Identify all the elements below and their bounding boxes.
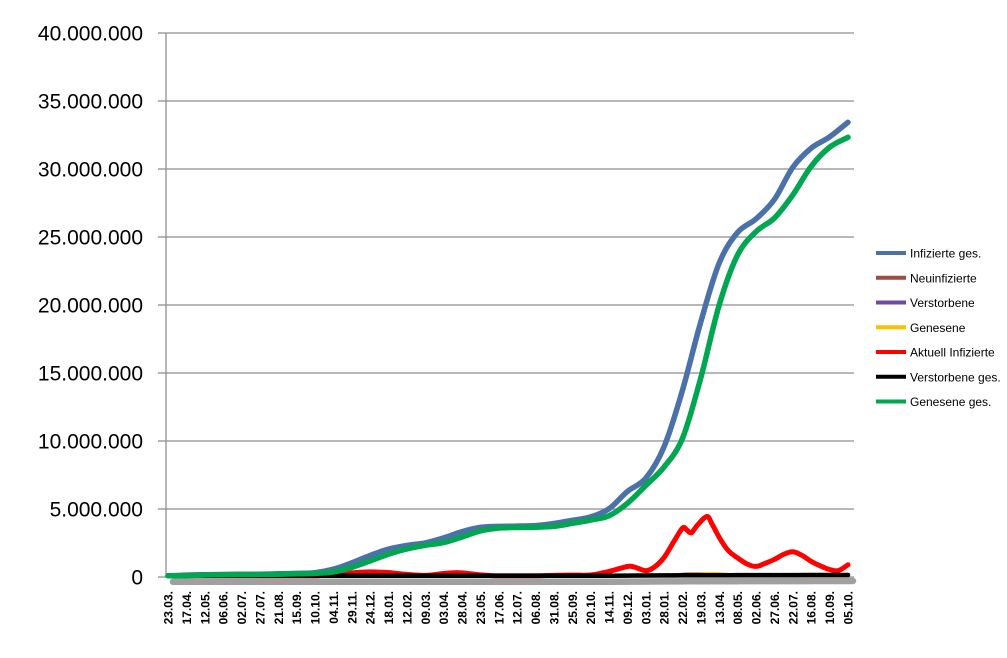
x-tick-label: 27.07. (253, 591, 267, 624)
x-tick-label: 18.01. (382, 591, 396, 624)
x-tick-label: 31.08. (547, 591, 561, 624)
x-tick-label: 15.09. (290, 591, 304, 624)
x-tick-label: 08.05. (731, 591, 745, 624)
y-tick-label: 10.000.000 (38, 431, 143, 454)
legend-item[interactable]: Genesene ges. (876, 395, 991, 409)
y-tick-label: 5.000.000 (50, 499, 143, 522)
y-tick-label: 20.000.000 (38, 295, 143, 318)
x-tick-label: 28.04. (456, 591, 470, 624)
x-tick-label: 14.11. (603, 591, 617, 624)
y-tick-label: 15.000.000 (38, 363, 143, 386)
x-tick-label: 02.07. (235, 591, 249, 624)
x-tick-label: 10.09. (823, 591, 837, 624)
legend-label: Verstorbene ges. (910, 370, 1001, 384)
series-shadow-verstorbene-ges (169, 577, 857, 586)
x-tick-label: 21.08. (272, 591, 286, 624)
legend-item[interactable]: Aktuell Infizierte (876, 346, 995, 360)
x-tick-label: 09.12. (621, 591, 635, 624)
y-tick-label: 25.000.000 (38, 227, 143, 250)
x-tick-label: 02.06. (750, 591, 764, 624)
x-tick-label: 10.10. (309, 591, 323, 624)
x-tick-label: 17.06. (492, 591, 506, 624)
x-tick-label: 12.02. (400, 591, 414, 624)
x-tick-label: 22.02. (676, 591, 690, 624)
x-tick-label: 16.08. (805, 591, 819, 624)
x-tick-label: 03.04. (437, 591, 451, 624)
x-tick-label: 29.11. (345, 591, 359, 624)
x-tick-label: 25.09. (566, 591, 580, 624)
x-tick-label: 17.04. (180, 591, 194, 624)
legend-item[interactable]: Neuinfizierte (876, 271, 977, 285)
legend-label: Infizierte ges. (910, 247, 981, 261)
series-line-genesene-ges[interactable] (165, 134, 851, 579)
y-tick-label: 35.000.000 (38, 91, 143, 114)
x-tick-label: 03.01. (639, 591, 653, 624)
x-tick-label: 09.03. (419, 591, 433, 624)
x-tick-label: 05.10. (842, 591, 856, 624)
x-tick-label: 19.03. (694, 591, 708, 624)
legend-item[interactable]: Genesene (876, 321, 966, 335)
x-tick-label: 13.04. (713, 591, 727, 624)
legend-label: Genesene (910, 321, 966, 335)
x-tick-label: 06.06. (217, 591, 231, 624)
legend-label: Verstorbene (910, 296, 975, 310)
legend-item[interactable]: Verstorbene (876, 296, 975, 310)
x-tick-label: 23.05. (474, 591, 488, 624)
y-tick-label: 30.000.000 (38, 159, 143, 182)
x-tick-label: 28.01. (658, 591, 672, 624)
series-line-infizierte-ges[interactable] (165, 119, 851, 579)
x-tick-label: 06.08. (529, 591, 543, 624)
legend-item[interactable]: Verstorbene ges. (876, 370, 1001, 384)
y-tick-label: 0 (131, 567, 143, 590)
x-tick-label: 04.11. (327, 591, 341, 624)
x-tick-label: 27.06. (768, 591, 782, 624)
legend-label: Neuinfizierte (910, 271, 977, 285)
x-tick-label: 12.07. (511, 591, 525, 624)
x-tick-label: 22.07. (786, 591, 800, 624)
legend-item[interactable]: Infizierte ges. (876, 247, 981, 261)
y-tick-label: 40.000.000 (38, 23, 143, 46)
x-tick-label: 12.05. (198, 591, 212, 624)
legend-label: Genesene ges. (910, 395, 991, 409)
x-tick-label: 20.10. (584, 591, 598, 624)
legend-label: Aktuell Infizierte (910, 346, 995, 360)
x-tick-label: 23.03. (162, 591, 176, 624)
x-tick-label: 24.12. (364, 591, 378, 624)
